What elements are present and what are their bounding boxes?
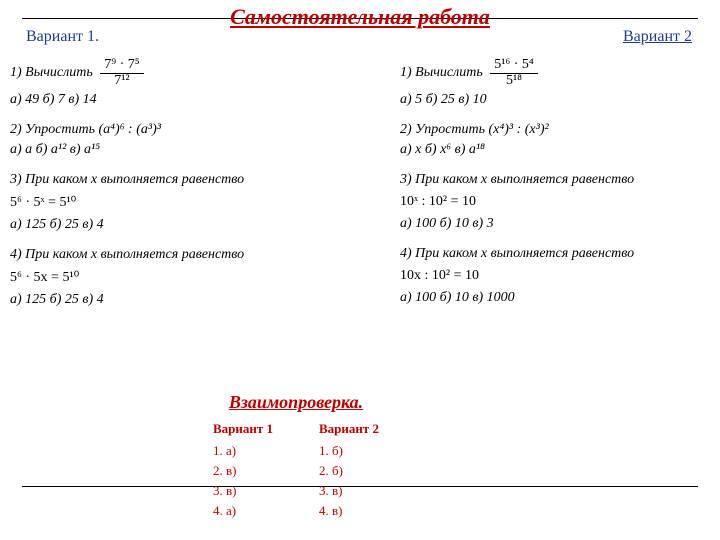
frac-num: 5¹⁶ · 5⁴ bbox=[490, 58, 538, 74]
answers: а) 125 б) 25 в) 4 bbox=[10, 217, 350, 233]
q-line: 4) При каком x выполняется равенство bbox=[10, 247, 350, 263]
v1-q1: 1) Вычислить 7⁹ · 7⁵ 7¹² а) 49 б) 7 в) 1… bbox=[10, 58, 350, 108]
variant-2-label: Вариант 2 bbox=[623, 28, 692, 46]
q-expr: 10x : 10² = 10 bbox=[400, 268, 720, 284]
answers: а) a б) a¹² в) a¹⁵ bbox=[10, 142, 350, 158]
v1-q2: 2) Упростить (a⁴)⁶ : (a³)³ а) a б) a¹² в… bbox=[10, 122, 350, 158]
fraction: 7⁹ · 7⁵ 7¹² bbox=[100, 58, 143, 88]
overlay-row: 3. в) bbox=[319, 483, 379, 499]
answers: а) 100 б) 10 в) 1000 bbox=[400, 290, 720, 306]
page-title: Самостоятельная работа bbox=[0, 4, 720, 30]
overlay-row: 4. в) bbox=[319, 503, 379, 519]
overlay-col-header: Вариант 2 bbox=[319, 421, 379, 437]
answers: а) 5 б) 25 в) 10 bbox=[400, 92, 720, 108]
q-line: 3) При каком x выполняется равенство bbox=[10, 172, 350, 188]
frac-num: 7⁹ · 7⁵ bbox=[100, 58, 143, 74]
q-line: 3) При каком x выполняется равенство bbox=[400, 172, 720, 188]
overlay-row: 2. б) bbox=[319, 463, 379, 479]
v2-q2: 2) Упростить (x⁴)³ : (x³)² а) x б) x⁶ в)… bbox=[400, 122, 720, 158]
overlay-row: 2. в) bbox=[213, 463, 273, 479]
q-prompt: Вычислить bbox=[25, 65, 93, 80]
q-expr: 5⁶ · 5x = 5¹⁰ bbox=[10, 269, 350, 286]
v1-q3: 3) При каком x выполняется равенство 5⁶ … bbox=[10, 172, 350, 233]
answers: а) x б) x⁶ в) a¹⁸ bbox=[400, 142, 720, 158]
overlay-col-2: Вариант 2 1. б) 2. б) 3. в) 4. в) bbox=[319, 421, 379, 523]
variant-1-label: Вариант 1. bbox=[26, 28, 99, 46]
q-line: 4) При каком x выполняется равенство bbox=[400, 246, 720, 262]
variant-1-column: 1) Вычислить 7⁹ · 7⁵ 7¹² а) 49 б) 7 в) 1… bbox=[10, 58, 350, 322]
overlay-row: 1. б) bbox=[319, 443, 379, 459]
overlay-row: 3. в) bbox=[213, 483, 273, 499]
fraction: 5¹⁶ · 5⁴ 5¹⁸ bbox=[490, 58, 538, 88]
v2-q4: 4) При каком x выполняется равенство 10x… bbox=[400, 246, 720, 306]
answers: а) 100 б) 10 в) 3 bbox=[400, 216, 720, 232]
v2-q1: 1) Вычислить 5¹⁶ · 5⁴ 5¹⁸ а) 5 б) 25 в) … bbox=[400, 58, 720, 108]
q-expr: 10ˣ : 10² = 10 bbox=[400, 194, 720, 210]
overlay-columns: Вариант 1 1. а) 2. в) 3. в) 4. а) Вариан… bbox=[186, 421, 406, 523]
q-number: 1) bbox=[10, 65, 22, 80]
frac-den: 5¹⁸ bbox=[490, 74, 538, 89]
overlay-title: Взаимопроверка. bbox=[186, 392, 406, 413]
q-line: 2) Упростить (a⁴)⁶ : (a³)³ bbox=[10, 122, 350, 138]
answer-key-overlay: Взаимопроверка. Вариант 1 1. а) 2. в) 3.… bbox=[186, 392, 406, 523]
v2-q3: 3) При каком x выполняется равенство 10ˣ… bbox=[400, 172, 720, 232]
frac-den: 7¹² bbox=[100, 74, 143, 89]
q-prompt: Вычислить bbox=[415, 65, 483, 80]
overlay-row: 4. а) bbox=[213, 503, 273, 519]
answers: а) 49 б) 7 в) 14 bbox=[10, 92, 350, 108]
q-expr: 5⁶ · 5ˣ = 5¹⁰ bbox=[10, 194, 350, 211]
overlay-col-header: Вариант 1 bbox=[213, 421, 273, 437]
answers: а) 125 б) 25 в) 4 bbox=[10, 292, 350, 308]
variant-2-column: 1) Вычислить 5¹⁶ · 5⁴ 5¹⁸ а) 5 б) 25 в) … bbox=[400, 58, 720, 320]
overlay-row: 1. а) bbox=[213, 443, 273, 459]
q-line: 2) Упростить (x⁴)³ : (x³)² bbox=[400, 122, 720, 138]
overlay-col-1: Вариант 1 1. а) 2. в) 3. в) 4. а) bbox=[213, 421, 273, 523]
q-number: 1) bbox=[400, 65, 412, 80]
v1-q4: 4) При каком x выполняется равенство 5⁶ … bbox=[10, 247, 350, 308]
